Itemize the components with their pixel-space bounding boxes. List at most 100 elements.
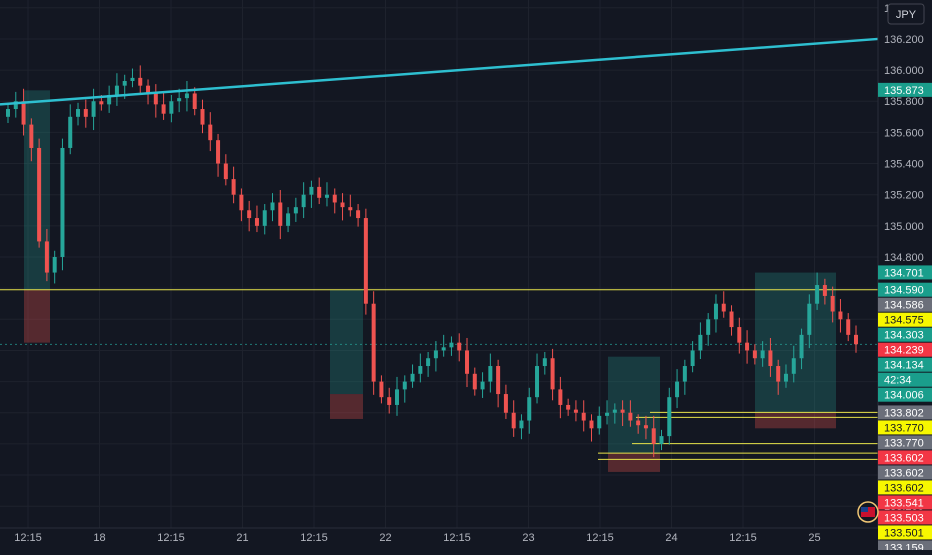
price-badge-bg: [878, 480, 932, 495]
price-badge-bg: [878, 312, 932, 327]
trendline-segment[interactable]: [0, 37, 879, 106]
candle-body: [573, 409, 578, 413]
candle-body: [511, 412, 516, 429]
trendline[interactable]: [0, 37, 879, 106]
price-badge-label: 133.602: [884, 452, 924, 464]
candle-body: [91, 101, 96, 117]
candle-body: [37, 147, 42, 242]
candle-body: [262, 210, 267, 226]
time-tick-label: 21: [236, 532, 248, 544]
price-badge-label: 133.770: [884, 437, 924, 449]
candle-body: [6, 109, 10, 117]
candle-body: [651, 428, 656, 444]
price-badge-label: 42:34: [884, 375, 912, 387]
candle-body: [682, 366, 687, 382]
candle-body: [122, 80, 127, 86]
candle-body: [846, 319, 851, 335]
price-badge-label: 135.873: [884, 85, 924, 97]
price-badge-label: 134.006: [884, 390, 924, 402]
candle-body: [760, 350, 765, 359]
time-tick-label: 12:15: [443, 532, 471, 544]
candle-body: [387, 397, 392, 405]
price-badge-bg: [878, 372, 932, 387]
candle-body: [254, 218, 259, 226]
candle-body: [542, 358, 547, 367]
time-axis[interactable]: 12:15 18 12:15 21 12:15 22 12:15 23 12:15 24 12:15…: [0, 527, 878, 550]
price-tick-label: 135.400: [884, 159, 924, 171]
candle-body: [612, 409, 617, 413]
candle-body: [729, 311, 734, 328]
candle-body: [153, 93, 158, 105]
price-tick-label: 135.600: [884, 127, 924, 139]
profit-zone[interactable]: [755, 272, 836, 413]
candle-body: [324, 194, 329, 198]
price-badge-label: 134.575: [884, 315, 924, 327]
stop-zone[interactable]: [608, 453, 660, 472]
candle-body: [68, 116, 73, 148]
profit-zone[interactable]: [330, 289, 363, 395]
candle-body: [713, 303, 718, 320]
profit-zone[interactable]: [608, 356, 660, 454]
price-badge-label: 134.303: [884, 330, 924, 342]
price-badge-bg: [878, 82, 932, 97]
candle-body: [799, 334, 804, 359]
stop-zone[interactable]: [755, 412, 836, 429]
candle-body: [449, 342, 454, 348]
price-badge-label: 134.239: [884, 345, 924, 357]
candle-body: [340, 202, 345, 208]
candle-body: [223, 163, 228, 180]
candle-body: [768, 350, 773, 367]
price-tick-label: 134.800: [884, 252, 924, 264]
candle-body: [589, 420, 594, 429]
price-badge-bg: [878, 510, 932, 525]
candle-body: [815, 285, 820, 304]
candle-body: [690, 350, 695, 367]
candle-body: [177, 98, 182, 102]
price-badge-bg: [878, 495, 932, 510]
candle-body: [394, 389, 399, 405]
candle-body: [675, 381, 680, 398]
candle-body: [721, 303, 726, 312]
candle-body: [332, 194, 337, 203]
candle-body: [216, 140, 221, 164]
candle-body: [503, 394, 508, 413]
candle-body: [44, 241, 49, 273]
time-tick-label: 12:15: [586, 532, 614, 544]
time-tick-label: 12:15: [729, 532, 757, 544]
candle-body: [29, 124, 34, 148]
candle-body: [293, 207, 298, 214]
candle-body: [605, 412, 610, 416]
time-axis-bg: [0, 528, 878, 550]
stop-zone[interactable]: [330, 394, 363, 419]
candle-body: [301, 194, 306, 208]
currency-badge[interactable]: JPY: [887, 3, 925, 25]
candle-body: [161, 104, 166, 114]
price-badge-bg: [878, 357, 932, 372]
price-badge-label: 133.503: [884, 512, 924, 524]
price-badge-label: 134.134: [884, 360, 924, 372]
flag-icon[interactable]: [857, 501, 879, 523]
candle-body: [21, 101, 26, 125]
candle-body: [706, 319, 711, 335]
price-tick-label: 136.200: [884, 34, 924, 46]
time-tick-label: 22: [379, 532, 391, 544]
candle-body: [581, 412, 586, 421]
price-badge-label: 133.159: [884, 542, 924, 550]
candle-body: [620, 409, 625, 413]
price-tick-label: 135.000: [884, 221, 924, 233]
candle-body: [169, 101, 174, 114]
currency-badge-frame: [887, 3, 925, 25]
time-tick-label: 12:15: [300, 532, 328, 544]
candle-body: [628, 412, 633, 421]
stop-zone[interactable]: [24, 289, 50, 343]
candle-body: [371, 303, 376, 382]
candle-body: [535, 366, 540, 398]
horizontal-lines[interactable]: [0, 289, 878, 460]
candle-body: [286, 213, 291, 226]
time-tick-label: 12:15: [157, 532, 185, 544]
price-badges: 135.873 134.701 134.590 134.586 134.575 134.3…: [878, 82, 932, 555]
position-boxes[interactable]: [24, 90, 836, 472]
candle-body: [745, 342, 750, 351]
